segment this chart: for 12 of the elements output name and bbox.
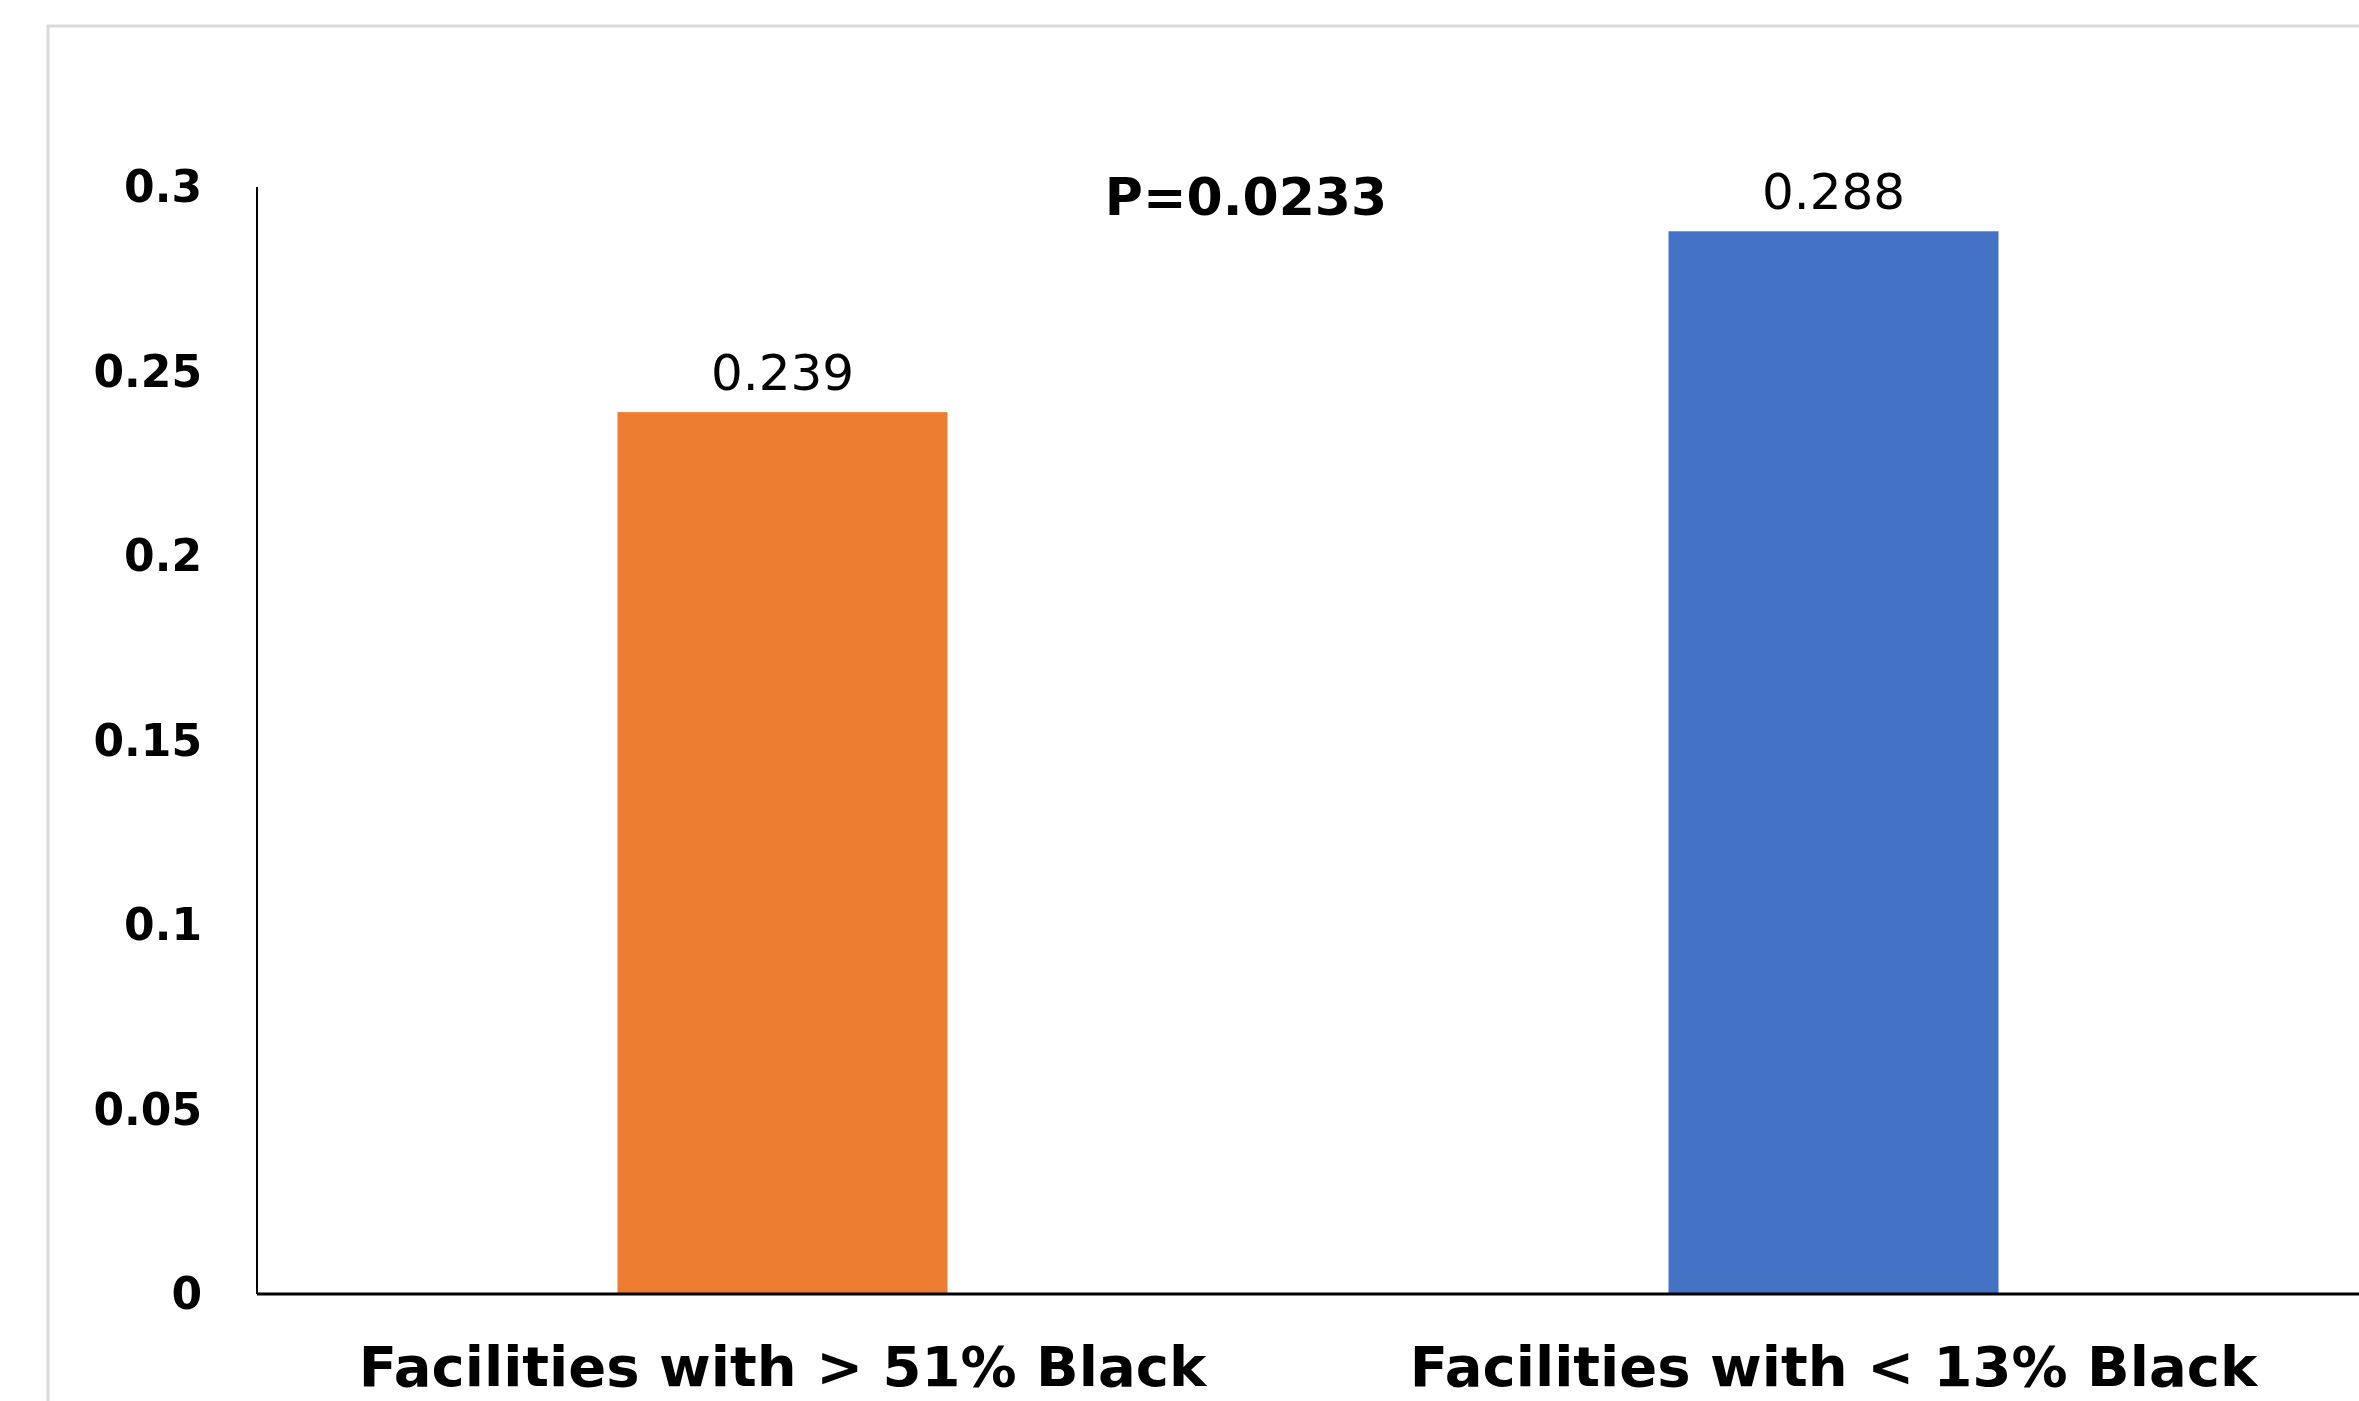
y-tick-label: 0.25 xyxy=(93,345,202,397)
y-tick-label: 0.2 xyxy=(124,530,202,582)
y-tick-label: 0.1 xyxy=(124,899,202,951)
y-tick-label: 0 xyxy=(171,1268,202,1320)
x-tick-label: Facilities with > 51% Black xyxy=(358,1334,1208,1399)
data-label: 0.288 xyxy=(1761,163,1906,222)
y-tick-label: 0.15 xyxy=(93,714,202,766)
x-tick-label: Facilities with < 13% Black xyxy=(1409,1334,2259,1399)
y-tick-label: 0.3 xyxy=(124,161,202,213)
annotation: P=0.0233 xyxy=(1104,167,1388,227)
y-tick-label: 0.05 xyxy=(93,1083,202,1135)
data-label: 0.239 xyxy=(710,344,855,403)
